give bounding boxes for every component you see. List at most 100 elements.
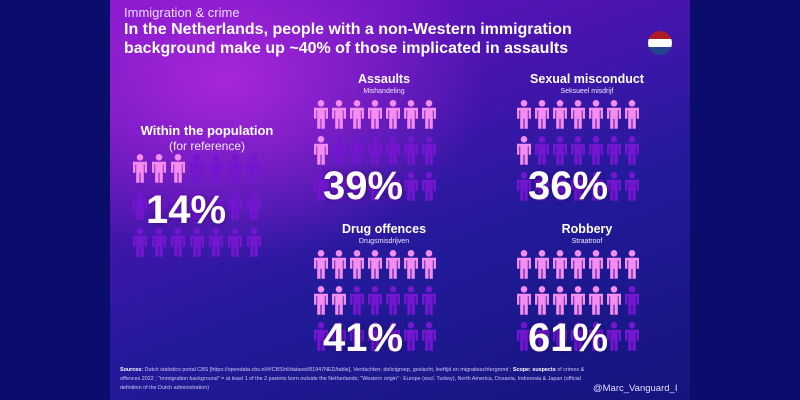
panel-subtitle-sexual-misconduct: Seksueel misdrijf bbox=[560, 88, 614, 95]
person-icon-sexual-misconduct-base bbox=[571, 136, 585, 165]
person-icon-population-base bbox=[189, 154, 204, 183]
person-icon-robbery-base bbox=[625, 322, 639, 351]
person-icon-population-base bbox=[208, 228, 223, 257]
person-icon-population-base bbox=[189, 191, 204, 220]
person-icon-drug-offences-base bbox=[404, 322, 418, 351]
person-icon-population-base bbox=[170, 228, 185, 257]
person-icon-drug-offences-highlighted bbox=[386, 250, 400, 279]
person-icon-assaults-highlighted bbox=[332, 100, 346, 129]
person-icon-assaults-highlighted bbox=[386, 100, 400, 129]
person-icon-drug-offences-highlighted bbox=[404, 250, 418, 279]
kicker-label: Immigration & crime bbox=[124, 5, 240, 20]
person-icon-drug-offences-highlighted bbox=[314, 286, 328, 315]
person-icon-robbery-base bbox=[553, 322, 567, 351]
person-icon-robbery-highlighted bbox=[553, 250, 567, 279]
person-icon-drug-offences-base bbox=[332, 322, 346, 351]
person-icon-population-base bbox=[247, 228, 261, 257]
person-icon-assaults-highlighted bbox=[350, 100, 364, 129]
person-icon-robbery-base bbox=[517, 322, 531, 351]
person-icon-robbery-base bbox=[607, 322, 621, 351]
panel-title-assaults: Assaults bbox=[357, 72, 411, 86]
panel-subtitle-population: (for reference) bbox=[168, 139, 246, 153]
panel-subtitle-assaults: Mishandeling bbox=[363, 88, 405, 95]
person-icon-sexual-misconduct-base bbox=[535, 136, 549, 165]
person-icon-drug-offences-base bbox=[386, 286, 400, 315]
person-icon-drug-offences-highlighted bbox=[368, 250, 382, 279]
person-icon-robbery-highlighted bbox=[571, 250, 585, 279]
person-icon-drug-offences-base bbox=[422, 286, 436, 315]
person-icon-drug-offences-base bbox=[404, 286, 418, 315]
person-icon-robbery-highlighted bbox=[589, 286, 603, 315]
page-title-line-1: In the Netherlands, people with a non-We… bbox=[124, 21, 572, 38]
person-icon-population-base bbox=[247, 154, 261, 183]
panel-subtitle-robbery: Straatroof bbox=[571, 238, 603, 245]
person-icon-drug-offences-base bbox=[314, 322, 328, 351]
person-icon-assaults-base bbox=[386, 136, 400, 165]
person-icon-drug-offences-highlighted bbox=[314, 250, 328, 279]
person-icon-population-base bbox=[152, 228, 166, 257]
panel-title-population: Within the population bbox=[140, 123, 274, 138]
person-icon-sexual-misconduct-highlighted bbox=[517, 136, 531, 165]
person-icon-population-base bbox=[228, 154, 242, 183]
person-icon-assaults-base bbox=[350, 172, 364, 201]
person-icon-sexual-misconduct-base bbox=[535, 172, 549, 201]
panel-title-drug-offences: Drug offences bbox=[341, 222, 427, 236]
person-icon-assaults-base bbox=[332, 172, 346, 201]
person-icon-drug-offences-base bbox=[422, 322, 436, 351]
person-icon-robbery-base bbox=[535, 322, 549, 351]
scope-label: Scope: suspects bbox=[512, 367, 556, 373]
person-icon-population-base bbox=[189, 228, 204, 257]
percent-label-sexual-misconduct: 36% bbox=[528, 164, 609, 208]
person-icon-robbery-highlighted bbox=[553, 286, 567, 315]
person-icon-population-base bbox=[208, 191, 223, 220]
person-icon-sexual-misconduct-base bbox=[607, 172, 621, 201]
panel-title-robbery: Robbery bbox=[561, 222, 613, 236]
person-icon-robbery-highlighted bbox=[589, 250, 603, 279]
sources-text: Dutch statistics portal CBS [https://ope… bbox=[144, 367, 512, 373]
person-icon-assaults-base bbox=[368, 172, 382, 201]
person-icon-assaults-highlighted bbox=[404, 100, 418, 129]
person-icon-assaults-highlighted bbox=[368, 100, 382, 129]
person-icon-sexual-misconduct-base bbox=[589, 172, 603, 201]
netherlands-flag-icon bbox=[648, 31, 672, 55]
person-icon-population-base bbox=[133, 228, 147, 257]
percent-label-assaults: 39% bbox=[323, 164, 404, 208]
person-icon-drug-offences-base bbox=[350, 322, 364, 351]
person-icon-sexual-misconduct-highlighted bbox=[607, 100, 621, 129]
person-icon-robbery-highlighted bbox=[517, 250, 531, 279]
person-icon-assaults-base bbox=[314, 172, 328, 201]
person-icon-sexual-misconduct-base bbox=[625, 172, 639, 201]
sources-note: Sources: Dutch statistics portal CBS [ht… bbox=[120, 366, 590, 393]
person-icon-drug-offences-highlighted bbox=[422, 250, 436, 279]
person-icon-sexual-misconduct-base bbox=[607, 136, 621, 165]
person-icon-sexual-misconduct-base bbox=[589, 136, 603, 165]
person-icon-assaults-base bbox=[404, 172, 418, 201]
person-icon-assaults-highlighted bbox=[422, 100, 436, 129]
person-icon-robbery-highlighted bbox=[535, 286, 549, 315]
person-icon-sexual-misconduct-base bbox=[553, 136, 567, 165]
person-icon-population-highlighted bbox=[170, 154, 185, 183]
person-icon-robbery-base bbox=[589, 322, 603, 351]
person-icon-assaults-base bbox=[368, 136, 382, 165]
person-icon-sexual-misconduct-highlighted bbox=[625, 100, 639, 129]
person-icon-sexual-misconduct-highlighted bbox=[535, 100, 549, 129]
person-icon-assaults-base bbox=[404, 136, 418, 165]
person-icon-assaults-base bbox=[422, 172, 436, 201]
person-icon-sexual-misconduct-base bbox=[625, 136, 639, 165]
person-icon-robbery-base bbox=[625, 286, 639, 315]
person-icon-assaults-highlighted bbox=[314, 136, 328, 165]
pictogram-figures bbox=[133, 100, 639, 351]
person-icon-drug-offences-base bbox=[350, 286, 364, 315]
author-handle: @Marc_Vanguard_I bbox=[593, 383, 678, 394]
scope-text: of crimes & offences 2022 ; "immigration… bbox=[120, 367, 585, 391]
person-icon-population-base bbox=[152, 191, 166, 220]
person-icon-drug-offences-base bbox=[368, 322, 382, 351]
person-icon-robbery-highlighted bbox=[517, 286, 531, 315]
person-icon-population-highlighted bbox=[133, 154, 147, 183]
person-icon-assaults-base bbox=[350, 136, 364, 165]
person-icon-drug-offences-highlighted bbox=[332, 286, 346, 315]
person-icon-assaults-highlighted bbox=[314, 100, 328, 129]
person-icon-assaults-base bbox=[422, 136, 436, 165]
panel-title-sexual-misconduct: Sexual misconduct bbox=[530, 72, 644, 86]
person-icon-robbery-base bbox=[571, 322, 585, 351]
